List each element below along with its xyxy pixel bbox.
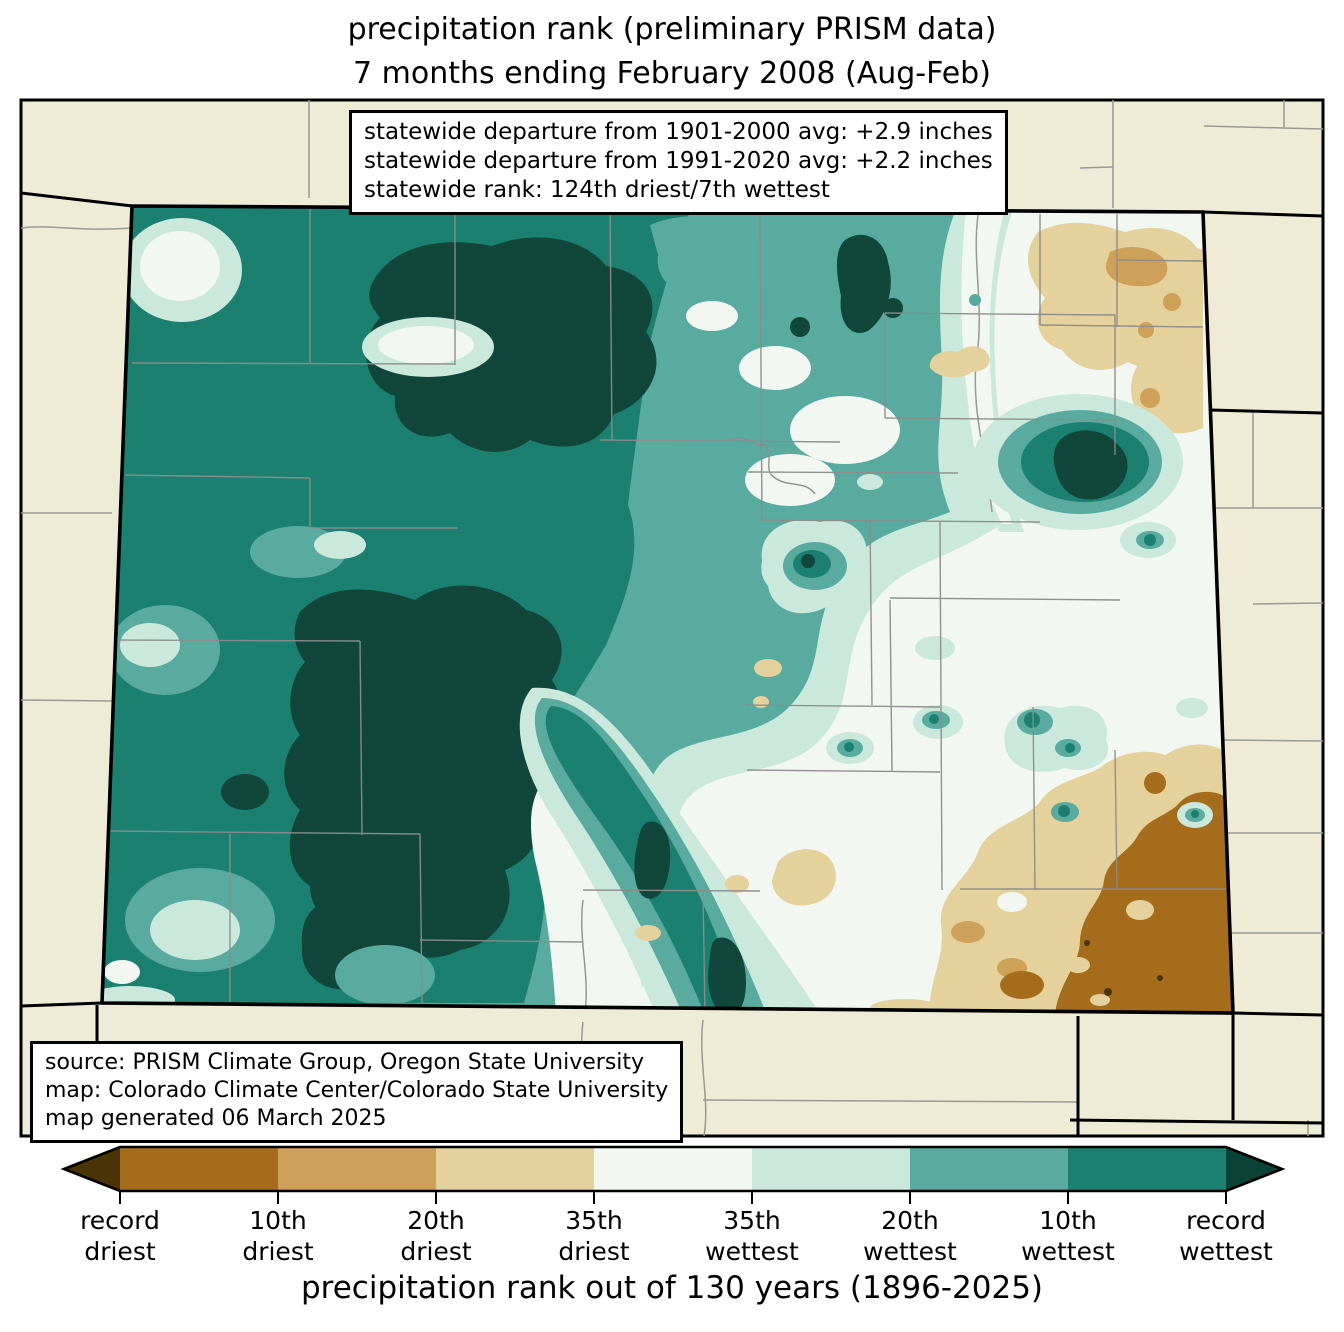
title-line-2: 7 months ending February 2008 (Aug-Feb) bbox=[353, 56, 991, 91]
legend-label-10th-driest: 10th driest bbox=[198, 1205, 358, 1267]
colorbar-segment-3 bbox=[436, 1147, 594, 1191]
generated-date-line: map generated 06 March 2025 bbox=[45, 1106, 387, 1131]
statewide-stats-box: statewide departure from 1901-2000 avg: … bbox=[349, 110, 1008, 215]
legend-label-text: driest bbox=[84, 1237, 156, 1266]
legend-label-record-wettest: record wettest bbox=[1146, 1205, 1306, 1267]
legend-label-20th-wettest: 20th wettest bbox=[830, 1205, 990, 1267]
colorbar bbox=[60, 1145, 1286, 1204]
stats-departure-1901-2000: statewide departure from 1901-2000 avg: … bbox=[364, 119, 993, 145]
legend-label-text: driest bbox=[558, 1237, 630, 1266]
legend-label-text: wettest bbox=[1179, 1237, 1273, 1266]
legend-label-20th-driest: 20th driest bbox=[356, 1205, 516, 1267]
colorbar-segment-1 bbox=[120, 1147, 278, 1191]
county-lines bbox=[107, 206, 1230, 1013]
legend-label-text: 35th bbox=[565, 1206, 623, 1235]
legend-label-text: 35th bbox=[723, 1206, 781, 1235]
legend-label-text: 10th bbox=[1039, 1206, 1097, 1235]
legend-label-text: 10th bbox=[249, 1206, 307, 1235]
legend-label-text: 20th bbox=[881, 1206, 939, 1235]
stats-departure-1991-2020: statewide departure from 1991-2020 avg: … bbox=[364, 148, 993, 174]
legend-label-text: driest bbox=[400, 1237, 472, 1266]
legend-label-text: driest bbox=[242, 1237, 314, 1266]
title-line-1: precipitation rank (preliminary PRISM da… bbox=[347, 12, 997, 47]
colorbar-right-arrow bbox=[1226, 1147, 1282, 1191]
neighbor-county-lines bbox=[21, 100, 1323, 1136]
stats-rank: statewide rank: 124th driest/7th wettest bbox=[364, 177, 830, 203]
colorbar-segment-5 bbox=[752, 1147, 910, 1191]
nw-light-holes bbox=[102, 218, 494, 1013]
neighbor-state-borders bbox=[21, 191, 1323, 1136]
se-dry-region bbox=[929, 744, 1233, 1013]
map-credit-line: map: Colorado Climate Center/Colorado St… bbox=[45, 1078, 669, 1103]
east-wet-spots bbox=[761, 294, 1213, 828]
legend-label-text: wettest bbox=[863, 1237, 957, 1266]
state-colorado bbox=[102, 206, 1233, 1013]
colorbar-segment-6 bbox=[910, 1147, 1068, 1191]
legend-label-text: record bbox=[1186, 1206, 1266, 1235]
sangre-band bbox=[519, 687, 820, 1013]
legend-label-text: 20th bbox=[407, 1206, 465, 1235]
legend-label-text: record bbox=[80, 1206, 160, 1235]
colorbar-segment-7 bbox=[1068, 1147, 1226, 1191]
legend-label-10th-wettest: 10th wettest bbox=[988, 1205, 1148, 1267]
legend-label-text: wettest bbox=[1021, 1237, 1115, 1266]
figure-title: precipitation rank (preliminary PRISM da… bbox=[0, 8, 1344, 96]
north-mottle-white bbox=[686, 301, 900, 506]
colorbar-left-arrow bbox=[64, 1147, 120, 1191]
colorbar-ticks bbox=[119, 1191, 1227, 1204]
legend-label-35th-wettest: 35th wettest bbox=[672, 1205, 832, 1267]
legend-label-record-driest: record driest bbox=[40, 1205, 200, 1267]
legend-caption: precipitation rank out of 130 years (189… bbox=[300, 1270, 1044, 1306]
colorbar-segment-2 bbox=[278, 1147, 436, 1191]
source-box: source: PRISM Climate Group, Oregon Stat… bbox=[30, 1041, 684, 1143]
source-line: source: PRISM Climate Group, Oregon Stat… bbox=[45, 1050, 645, 1075]
legend-label-text: wettest bbox=[705, 1237, 799, 1266]
legend-label-35th-driest: 35th driest bbox=[514, 1205, 674, 1267]
colorbar-segment-4 bbox=[594, 1147, 752, 1191]
